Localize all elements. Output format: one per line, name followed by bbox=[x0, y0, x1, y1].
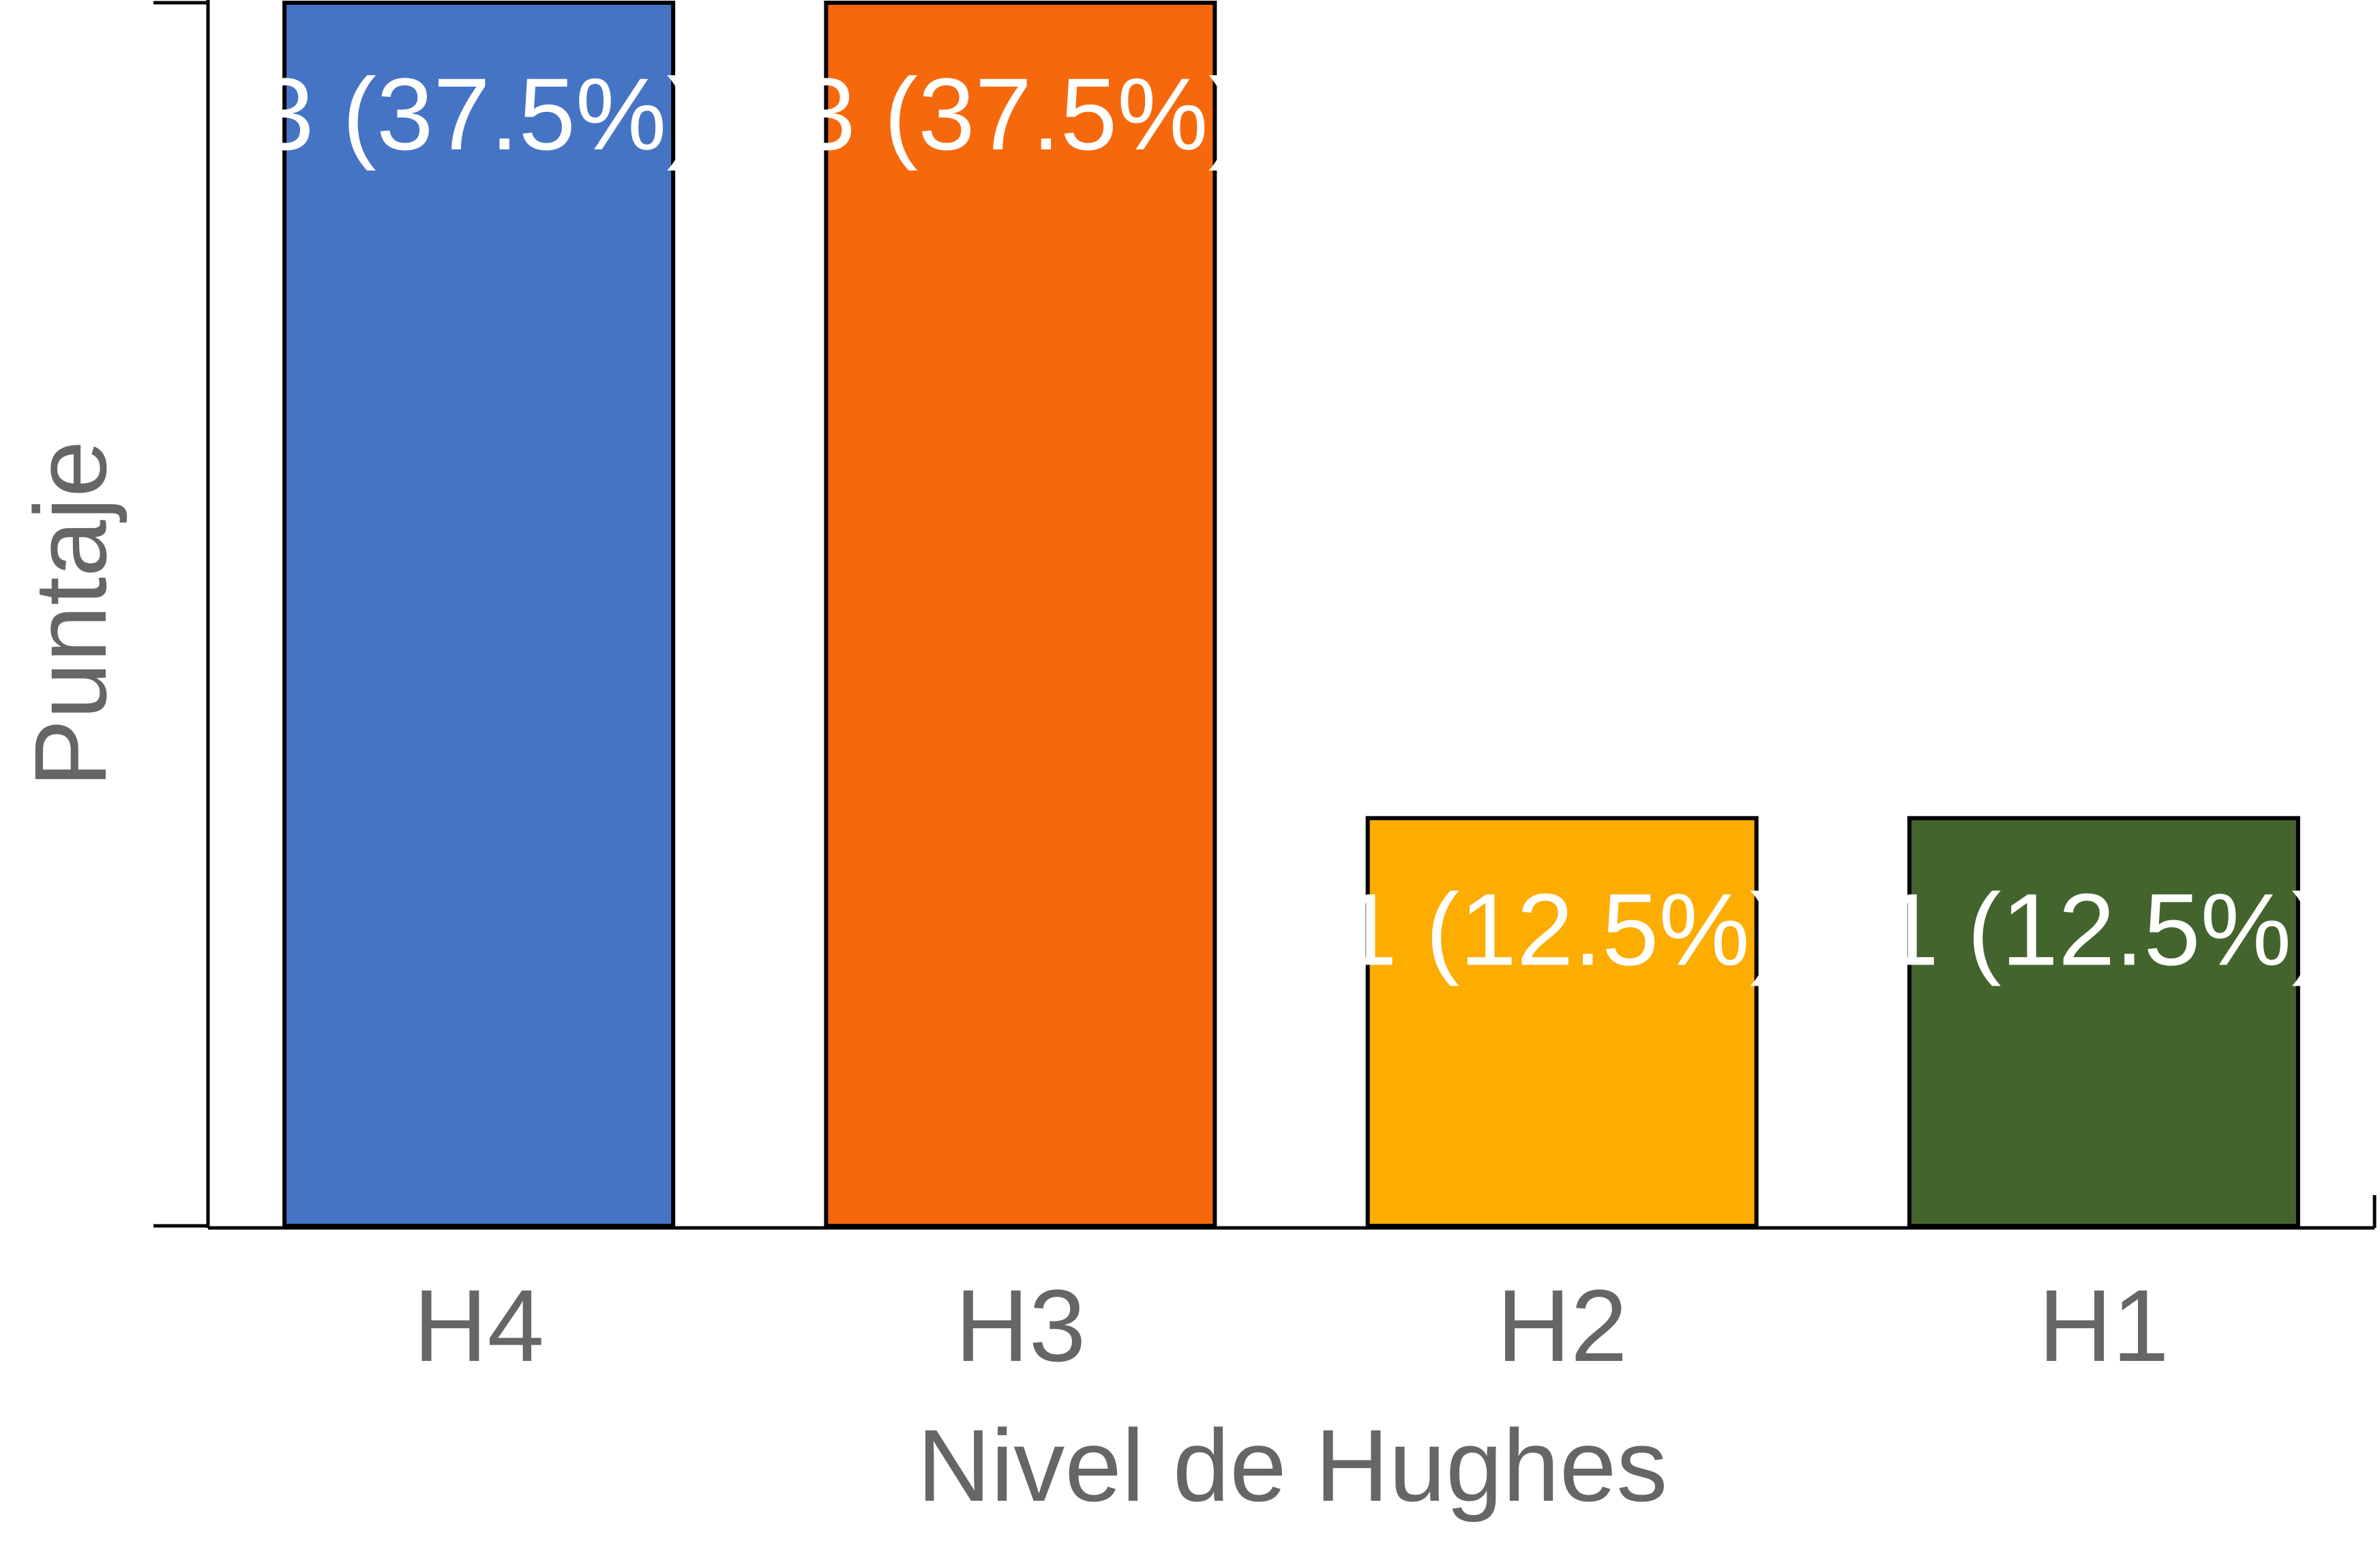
bar-h4 bbox=[282, 1, 676, 1228]
data-label-h4: 3 (37.5%) bbox=[257, 57, 700, 171]
bar-h1 bbox=[1907, 816, 2300, 1229]
x-tick-label-h3: H3 bbox=[955, 1268, 1086, 1383]
x-tick-label-h1: H1 bbox=[2038, 1268, 2169, 1383]
x-tick-labels: H4 H3 H2 H1 bbox=[413, 1268, 2169, 1383]
axes-layer bbox=[153, 0, 2377, 1230]
bar-h3 bbox=[824, 1, 1217, 1228]
data-label-h3: 3 (37.5%) bbox=[799, 57, 1242, 171]
x-tick-label-h4: H4 bbox=[413, 1268, 544, 1383]
data-label-h1: 1 (12.5%) bbox=[1882, 872, 2325, 986]
x-axis-title: Nivel de Hughes bbox=[917, 1408, 1668, 1523]
data-label-h2: 1 (12.5%) bbox=[1340, 872, 1783, 986]
y-axis-title: Puntaje bbox=[13, 441, 128, 788]
x-tick-label-h2: H2 bbox=[1497, 1268, 1628, 1383]
bar-h2 bbox=[1365, 816, 1759, 1229]
bars-layer bbox=[282, 1, 2300, 1229]
labels-layer: 3 (37.5%) 3 (37.5%) 1 (12.5%) 1 (12.5%) bbox=[257, 57, 2325, 986]
